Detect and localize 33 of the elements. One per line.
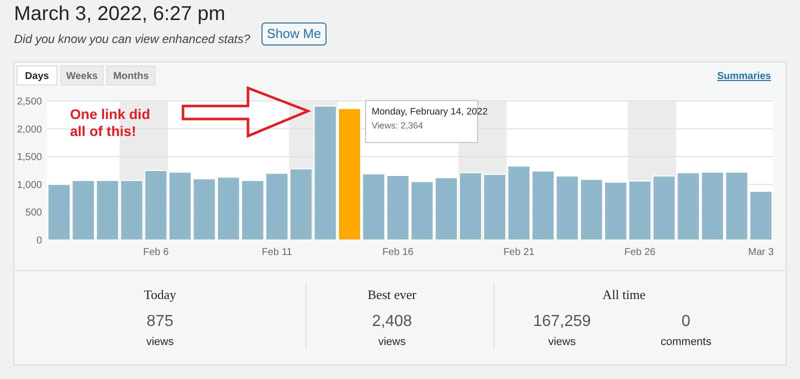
text: All time	[602, 287, 646, 302]
x-tick-label: Feb 11	[262, 247, 293, 258]
text: Show Me	[266, 26, 322, 41]
x-tick-label: Feb 26	[624, 247, 656, 258]
x-tick-label: Mar 3	[748, 247, 774, 258]
y-tick-label: 1,500	[16, 152, 42, 164]
text: 167,259	[533, 313, 592, 330]
text: 2,408	[372, 313, 412, 330]
text: Today	[144, 287, 177, 302]
chart-title: March 3, 2022, 6:27 pm	[14, 3, 226, 25]
x-tick-label: Feb 6	[143, 247, 170, 258]
annotation: Views: 2,364	[372, 120, 423, 131]
text: Weeks	[66, 71, 98, 82]
text: views	[548, 336, 576, 348]
y-tick-label: 1,000	[16, 180, 42, 191]
text: Best ever	[368, 287, 418, 302]
y-tick-label: 500	[25, 208, 42, 219]
text: 875	[146, 313, 174, 330]
text: comments	[660, 336, 712, 348]
text: Months	[113, 71, 150, 82]
x-tick-label: Feb 16	[382, 247, 414, 258]
text: Summaries	[717, 71, 772, 82]
text: views	[146, 336, 174, 348]
text: Did you know you can view enhanced stats?	[14, 32, 250, 46]
y-tick-label: 2,000	[16, 124, 42, 136]
text: Days	[25, 71, 50, 82]
y-tick-label: 0	[36, 236, 42, 246]
text: 0	[682, 313, 691, 330]
x-tick-label: Feb 21	[503, 247, 535, 258]
text: views	[378, 336, 406, 348]
y-tick-label: 2,500	[16, 96, 42, 108]
annotation: Monday, February 14, 2022	[372, 106, 488, 118]
annotation: One link did all of this!	[70, 106, 150, 139]
